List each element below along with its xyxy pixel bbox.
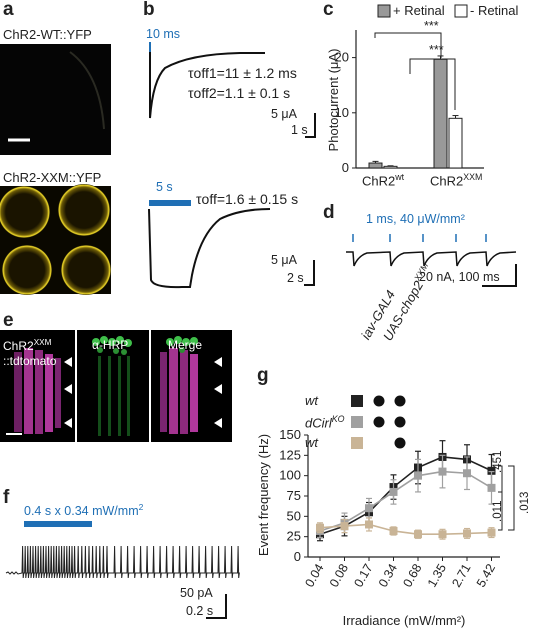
panel-b-trace2 bbox=[148, 200, 271, 289]
data-point bbox=[487, 528, 496, 537]
data-point bbox=[414, 530, 422, 539]
panel-a-xxm-label: ChR2-XXM::YFP bbox=[3, 170, 102, 185]
panel-d-letter: d bbox=[323, 202, 335, 223]
y-axis-label: Event frequency (Hz) bbox=[256, 434, 271, 556]
panel-b-letter: b bbox=[143, 0, 155, 20]
panel-f-scale-x: 0.2 s bbox=[186, 604, 214, 618]
panel-c-letter: c bbox=[323, 0, 334, 20]
y-tick-label: 20 bbox=[335, 50, 349, 65]
data-point bbox=[487, 466, 496, 475]
y-tick-label: 10 bbox=[335, 105, 349, 120]
x-tick-label: 5.42 bbox=[474, 561, 498, 589]
panel-a-wt-label: ChR2-WT::YFP bbox=[3, 27, 92, 42]
panel-d-stim: 1 ms, 40 μW/mm² bbox=[366, 212, 465, 226]
panel-b-tau-off1: τoff1=11 ± 1.2 ms bbox=[188, 65, 297, 81]
y-tick-label: 50 bbox=[287, 508, 301, 523]
series-line bbox=[319, 456, 492, 535]
data-point bbox=[438, 530, 447, 539]
data-point bbox=[463, 469, 471, 478]
panel-b-tau-off: τoff=1.6 ± 0.15 s bbox=[196, 191, 299, 207]
panel-d-scale-bar bbox=[482, 264, 517, 287]
data-point bbox=[438, 467, 447, 476]
data-point bbox=[365, 520, 373, 529]
stat-label-3: .013 bbox=[519, 491, 531, 514]
data-point bbox=[487, 483, 496, 492]
x-tick-label: 1.35 bbox=[425, 561, 449, 589]
data-point bbox=[365, 504, 373, 513]
y-tick-label: 150 bbox=[279, 427, 301, 442]
sig-bracket bbox=[409, 58, 456, 110]
x-tick-label: 0.17 bbox=[351, 561, 375, 589]
panel-g-letter: g bbox=[257, 365, 269, 386]
panel-f-scale-y: 50 pA bbox=[180, 586, 213, 600]
stat-bracket bbox=[498, 491, 503, 531]
x-axis-label: Irradiance (mW/mm²) bbox=[343, 613, 466, 628]
panel-b-tau-off2: τoff2=1.1 ± 0.1 s bbox=[188, 85, 291, 101]
series-line bbox=[319, 523, 492, 536]
panel-b-scale2-y: 5 μA bbox=[271, 253, 297, 267]
stat-bracket bbox=[508, 465, 515, 531]
y-tick-label: 125 bbox=[279, 447, 301, 462]
panel-d-scale: 20 nA, 100 ms bbox=[419, 270, 500, 284]
x-tick-label: 0.68 bbox=[400, 561, 424, 589]
legend-plus-swatch bbox=[377, 4, 391, 18]
panel-f-trace bbox=[5, 521, 240, 579]
panel-a-wt-image bbox=[0, 44, 111, 155]
panel-e-col1-line2: ::tdtomato bbox=[3, 354, 57, 368]
panel-e-col1-line1: ChR2XXM bbox=[3, 338, 52, 353]
x-tick-label: 0.08 bbox=[327, 561, 351, 589]
data-point bbox=[389, 487, 398, 496]
sig-label-1: *** bbox=[424, 19, 439, 33]
legend-plus-label: + Retinal bbox=[393, 3, 445, 18]
panel-b-scale-bar1 bbox=[305, 113, 316, 138]
legend-minus-label: - Retinal bbox=[470, 3, 519, 18]
data-point bbox=[463, 529, 471, 538]
x-tick-label: 0.04 bbox=[302, 561, 326, 589]
stat-label-2: .011 bbox=[492, 500, 504, 522]
row-label-wt1: wt bbox=[305, 393, 318, 408]
category-wt-label: ChR2wt bbox=[362, 172, 405, 189]
category-xxm-label: ChR2XXM bbox=[430, 172, 483, 189]
panel-e-micrographs bbox=[0, 330, 232, 442]
panel-e-col2: α-HRP bbox=[92, 338, 129, 352]
y-tick-label: 0 bbox=[342, 160, 349, 175]
genotype-matrix bbox=[351, 395, 406, 449]
y-axis-label: Photocurrent (μA) bbox=[326, 49, 341, 152]
sig-bracket bbox=[374, 32, 442, 58]
panel-a-xxm-image bbox=[0, 184, 111, 295]
x-tick-label: 0.34 bbox=[376, 561, 400, 589]
panel-b-trace1 bbox=[149, 42, 265, 119]
panel-a-letter: a bbox=[3, 0, 14, 20]
data-point bbox=[389, 526, 398, 535]
x-tick-label: 2.71 bbox=[449, 561, 473, 589]
series-line bbox=[319, 470, 492, 532]
y-tick-label: 100 bbox=[279, 468, 301, 483]
sig-label-2: *** bbox=[429, 43, 444, 57]
panel-f-letter: f bbox=[3, 487, 10, 508]
data-point bbox=[414, 471, 422, 480]
panel-e-letter: e bbox=[3, 310, 14, 331]
panel-f-scale-bar bbox=[206, 594, 227, 619]
panel-b-scale2-x: 2 s bbox=[287, 271, 304, 285]
y-tick-label: 0 bbox=[294, 549, 301, 564]
panel-b-stim1: 10 ms bbox=[146, 27, 181, 41]
stat-label-1: .451 bbox=[492, 450, 504, 473]
panel-f-stim: 0.4 s x 0.34 mW/mm2 bbox=[24, 502, 144, 519]
panel-b-scale-bar2 bbox=[304, 260, 315, 286]
data-point bbox=[340, 522, 349, 531]
panel-b-scale1-x: 1 s bbox=[291, 123, 308, 137]
y-tick-label: 25 bbox=[287, 529, 301, 544]
panel-d-trace bbox=[346, 234, 517, 267]
legend-minus-swatch bbox=[454, 4, 468, 18]
data-point bbox=[316, 523, 324, 532]
panel-b-stim2: 5 s bbox=[156, 180, 173, 194]
panel-e-col3: Merge bbox=[168, 338, 203, 352]
row-label-dcirl: dCirlKO bbox=[305, 414, 345, 431]
panel-b-scale1-y: 5 μA bbox=[271, 107, 297, 121]
y-tick-label: 75 bbox=[287, 488, 301, 503]
